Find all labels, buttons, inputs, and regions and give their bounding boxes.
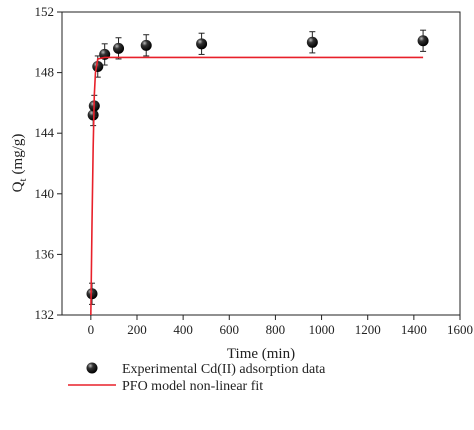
data-point: [196, 38, 208, 50]
y-tick-label: 136: [35, 246, 55, 261]
x-tick-label: 1600: [447, 322, 473, 337]
x-tick-label: 1400: [401, 322, 427, 337]
y-label-symbol: Q: [10, 181, 26, 192]
x-axis-label: Time (min): [227, 346, 295, 362]
y-label-subscript: t: [17, 178, 29, 181]
x-tick-label: 1200: [355, 322, 381, 337]
fit-line: [90, 56, 424, 316]
data-point: [92, 61, 104, 73]
data-point: [417, 35, 429, 47]
data-point: [86, 288, 98, 300]
legend-label: PFO model non-linear fit: [122, 379, 263, 394]
y-tick-label: 144: [35, 125, 55, 140]
data-point: [113, 42, 125, 54]
legend-marker: [86, 362, 98, 374]
data-point: [140, 39, 152, 51]
y-tick-label: 148: [35, 65, 55, 80]
y-tick-label: 140: [35, 186, 55, 201]
y-tick-label: 132: [35, 307, 55, 322]
y-tick-label: 152: [35, 4, 55, 19]
data-point: [306, 36, 318, 48]
x-tick-label: 200: [127, 322, 147, 337]
plot-frame: [61, 11, 461, 316]
x-tick-label: 400: [173, 322, 193, 337]
y-label-unit: (mg/g): [10, 134, 26, 175]
x-tick-label: 800: [266, 322, 286, 337]
y-axis-label: Qt (mg/g): [10, 134, 29, 193]
legend-label: Experimental Cd(II) adsorption data: [122, 362, 326, 377]
x-tick-label: 1000: [309, 322, 335, 337]
x-tick-label: 600: [220, 322, 240, 337]
x-tick-label: 0: [88, 322, 95, 337]
